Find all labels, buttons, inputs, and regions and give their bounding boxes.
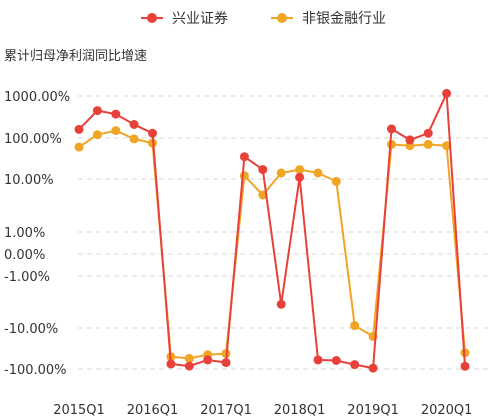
- y-tick-label: 0.00%: [4, 248, 45, 263]
- data-point-series-1[interactable]: [92, 106, 102, 116]
- y-axis-title: 累计归母净利润同比增速: [4, 49, 147, 64]
- y-tick-label: 1000.00%: [4, 90, 70, 105]
- x-tick-label: 2017Q1: [200, 403, 252, 418]
- data-point-series-1[interactable]: [276, 299, 286, 309]
- y-tick-label: -10.00%: [4, 322, 58, 337]
- data-point-series-1[interactable]: [460, 361, 470, 371]
- data-point-series-1[interactable]: [442, 88, 452, 98]
- data-point-series-2[interactable]: [313, 168, 323, 178]
- grid: [78, 95, 490, 370]
- data-point-series-2[interactable]: [239, 171, 249, 181]
- series-layer: [74, 88, 470, 373]
- legend-item-series-1[interactable]: 兴业证券: [141, 11, 228, 27]
- data-point-series-1[interactable]: [331, 356, 341, 365]
- data-point-series-2[interactable]: [295, 165, 305, 175]
- data-point-series-1[interactable]: [387, 124, 396, 134]
- data-point-series-1[interactable]: [184, 361, 194, 371]
- series-line-2: [78, 129, 466, 360]
- x-tick-label: 2018Q1: [274, 403, 326, 418]
- data-point-series-1[interactable]: [74, 124, 84, 134]
- x-tick-label: 2016Q1: [127, 403, 179, 418]
- x-axis-ticks: 2015Q1 2016Q1 2017Q1 2018Q1 2019Q1 2020Q1: [53, 403, 472, 418]
- y-tick-label: 10.00%: [4, 173, 54, 188]
- data-point-series-2[interactable]: [111, 126, 121, 136]
- data-point-series-1[interactable]: [203, 355, 213, 365]
- legend-marker-series-1: [147, 13, 157, 23]
- series-line-1: [78, 92, 466, 370]
- legend-label-series-1: 兴业证券: [172, 11, 228, 27]
- data-point-series-1[interactable]: [166, 359, 176, 369]
- data-point-series-1[interactable]: [111, 109, 121, 119]
- legend: 兴业证券 非银金融行业: [141, 11, 386, 27]
- legend-item-series-2[interactable]: 非银金融行业: [271, 11, 386, 27]
- data-point-series-2[interactable]: [184, 353, 194, 363]
- data-point-series-2[interactable]: [92, 130, 102, 140]
- y-tick-label: 100.00%: [4, 132, 62, 147]
- data-point-series-1[interactable]: [368, 363, 378, 373]
- data-point-series-2[interactable]: [350, 321, 360, 331]
- data-point-series-2[interactable]: [423, 139, 433, 149]
- y-axis-ticks: 1000.00% 100.00% 10.00% 1.00% 0.00% -1.00% -10…: [4, 90, 70, 378]
- data-point-series-1[interactable]: [295, 172, 305, 182]
- data-point-series-1[interactable]: [221, 358, 231, 368]
- data-point-series-1[interactable]: [129, 120, 139, 129]
- x-tick-label: 2020Q1: [421, 403, 473, 418]
- data-point-series-1[interactable]: [350, 360, 360, 370]
- data-point-series-1[interactable]: [405, 135, 415, 145]
- data-point-series-1[interactable]: [423, 128, 433, 138]
- legend-label-series-2: 非银金融行业: [302, 11, 386, 27]
- y-tick-label: -100.00%: [4, 363, 67, 378]
- data-point-series-2[interactable]: [74, 142, 84, 152]
- data-point-series-2[interactable]: [129, 134, 139, 144]
- data-point-series-2[interactable]: [276, 168, 286, 178]
- data-point-series-1[interactable]: [313, 355, 323, 365]
- data-point-series-1[interactable]: [258, 165, 268, 175]
- data-point-series-2[interactable]: [442, 141, 452, 151]
- data-point-series-1[interactable]: [148, 128, 157, 138]
- y-tick-label: -1.00%: [4, 270, 50, 285]
- legend-marker-series-2: [277, 13, 287, 23]
- data-point-series-1[interactable]: [239, 152, 249, 162]
- data-point-series-2[interactable]: [331, 176, 341, 186]
- x-tick-label: 2019Q1: [347, 403, 399, 418]
- x-tick-label: 2015Q1: [53, 403, 105, 418]
- y-tick-label: 1.00%: [4, 226, 45, 241]
